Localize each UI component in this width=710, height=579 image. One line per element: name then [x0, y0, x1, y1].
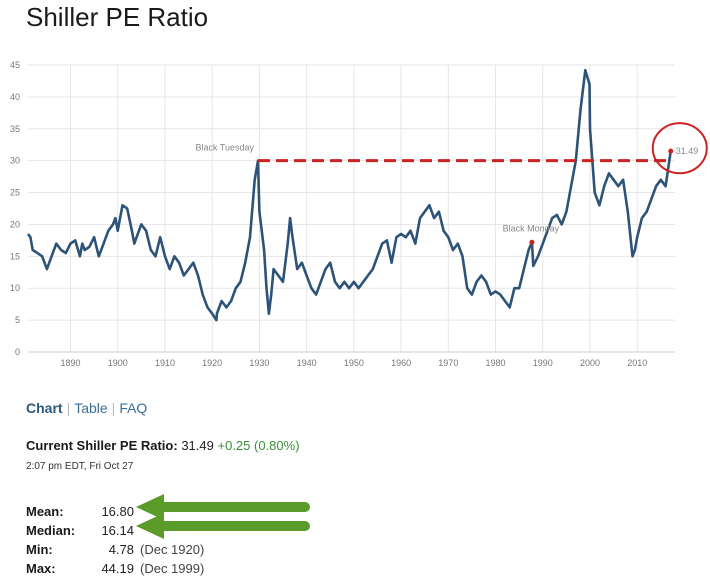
- x-tick-label: 1990: [533, 358, 553, 368]
- stat-date: (Dec 1920): [140, 542, 205, 557]
- stat-label: Median:: [26, 523, 76, 538]
- timestamp: 2:07 pm EDT, Fri Oct 27: [26, 461, 134, 472]
- stat-label: Max:: [26, 561, 56, 576]
- y-tick-label: 15: [10, 251, 20, 261]
- x-tick-label: 1900: [108, 358, 128, 368]
- stat-min: Min: 4.78 (Dec 1920): [26, 540, 204, 559]
- y-tick-label: 20: [10, 219, 20, 229]
- annotation-markers: Black Tuesday Black Monday 31.49: [195, 143, 698, 245]
- y-gridlines: [28, 64, 675, 321]
- page-title: Shiller PE Ratio: [26, 2, 209, 32]
- stat-mean: Mean: 16.80: [26, 502, 204, 521]
- x-gridlines: [70, 65, 638, 352]
- x-tick-label: 1920: [202, 358, 222, 368]
- black-monday-marker: [529, 239, 535, 245]
- x-tick-label: 1910: [155, 358, 175, 368]
- current-value-label: 31.49: [676, 146, 699, 156]
- series-line: [26, 68, 672, 322]
- tab-faq[interactable]: FAQ: [119, 400, 148, 416]
- tab-table[interactable]: Table: [74, 400, 108, 416]
- x-tick-label: 2010: [627, 358, 647, 368]
- stat-value: 16.80: [101, 504, 134, 519]
- black-tuesday-label: Black Tuesday: [195, 143, 254, 153]
- x-tick-labels: 1890 1900 1910 1920 1930 1940 1950 1960 1970 1980…: [60, 358, 647, 368]
- y-tick-label: 35: [10, 124, 20, 134]
- stat-value: 44.19: [101, 561, 134, 576]
- y-tick-labels: 0 5 10 15 20 25 30 35 40 45: [10, 60, 20, 357]
- y-tick-label: 25: [10, 188, 20, 198]
- y-tick-label: 30: [10, 156, 20, 166]
- current-value-line: Current Shiller PE Ratio: 31.49 +0.25 (0…: [26, 438, 300, 453]
- x-tick-label: 1890: [60, 358, 80, 368]
- current-value-marker: [668, 148, 674, 154]
- current-value: 31.49: [181, 438, 214, 453]
- x-tick-label: 1950: [344, 358, 364, 368]
- stat-label: Mean:: [26, 504, 64, 519]
- tab-separator: |: [66, 400, 71, 416]
- x-tick-label: 2000: [580, 358, 600, 368]
- x-tick-label: 1980: [486, 358, 506, 368]
- stat-value: 4.78: [108, 542, 134, 557]
- x-tick-label: 1960: [391, 358, 411, 368]
- stat-value: 16.14: [101, 523, 134, 538]
- tab-chart[interactable]: Chart: [26, 400, 63, 416]
- chart-tabs: Chart | Table | FAQ: [26, 400, 147, 416]
- x-tick-label: 1940: [297, 358, 317, 368]
- x-tick-label: 1970: [438, 358, 458, 368]
- black-monday-label: Black Monday: [503, 223, 560, 233]
- current-change: +0.25 (0.80%): [217, 438, 300, 453]
- y-tick-label: 45: [10, 60, 20, 70]
- y-tick-label: 5: [15, 315, 20, 325]
- stat-label: Min:: [26, 542, 53, 557]
- stats-list: Mean: 16.80 Median: 16.14 Min: 4.78 (Dec 192…: [26, 502, 204, 578]
- x-tick-label: 1930: [249, 358, 269, 368]
- tab-separator: |: [111, 400, 116, 416]
- stat-median: Median: 16.14: [26, 521, 204, 540]
- y-tick-label: 10: [10, 283, 20, 293]
- y-tick-label: 0: [15, 347, 20, 357]
- stat-max: Max: 44.19 (Dec 1999): [26, 559, 204, 578]
- current-value-circle: [651, 122, 708, 175]
- stat-date: (Dec 1999): [140, 561, 205, 576]
- y-tick-label: 40: [10, 92, 20, 102]
- current-label: Current Shiller PE Ratio:: [26, 438, 178, 453]
